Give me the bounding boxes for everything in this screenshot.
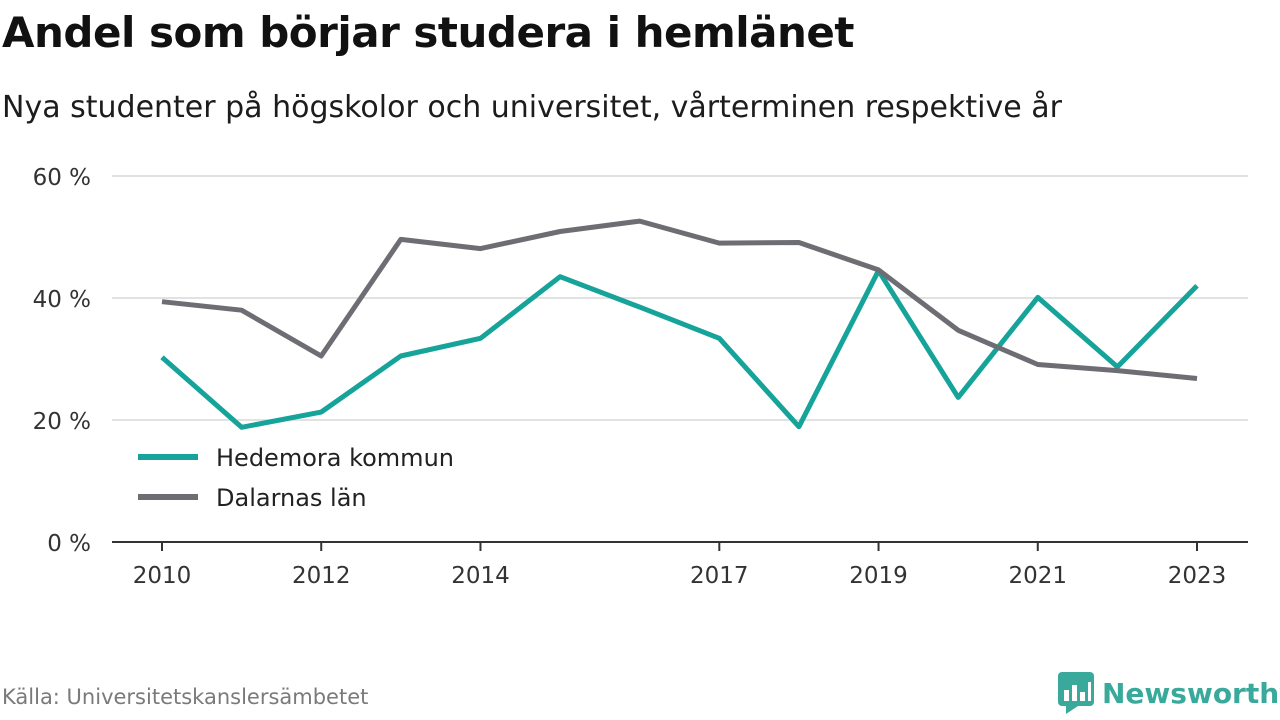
- x-tick-label: 2023: [1168, 563, 1227, 589]
- series-line-hedemora: [160, 268, 1199, 430]
- x-tick-label: 2012: [292, 563, 351, 589]
- x-tick-label: 2010: [133, 563, 192, 589]
- y-axis-labels: 0 % 20 % 40 % 60 %: [33, 165, 91, 557]
- chart-title: Andel som börjar studera i hemlänet: [2, 8, 855, 57]
- x-tick-label: 2017: [690, 563, 749, 589]
- x-tick-label: 2021: [1008, 563, 1067, 589]
- legend-label: Hedemora kommun: [216, 444, 454, 472]
- series-lines: [160, 218, 1199, 430]
- y-tick-label: 20 %: [33, 409, 91, 435]
- brand-name: Newsworthy: [1102, 676, 1280, 710]
- chart-subtitle: Nya studenter på högskolor och universit…: [2, 90, 1062, 125]
- x-axis: 2010 2012 2014 2017 2019 2021 2023: [112, 541, 1248, 589]
- legend-label: Dalarnas län: [216, 484, 367, 512]
- source-note: Källa: Universitetskanslersämbetet: [2, 685, 369, 709]
- y-tick-label: 40 %: [33, 287, 91, 313]
- legend: Hedemora kommun Dalarnas län: [138, 444, 454, 512]
- y-tick-label: 60 %: [33, 165, 91, 191]
- series-line-dalarna: [161, 218, 1198, 381]
- brand-logo: Newsworthy: [1058, 670, 1280, 716]
- x-tick-label: 2019: [849, 563, 908, 589]
- grid-lines: [112, 175, 1248, 421]
- y-tick-label: 0 %: [47, 531, 91, 557]
- x-tick-label: 2014: [451, 563, 510, 589]
- newsworthy-logo-icon: [1058, 672, 1094, 714]
